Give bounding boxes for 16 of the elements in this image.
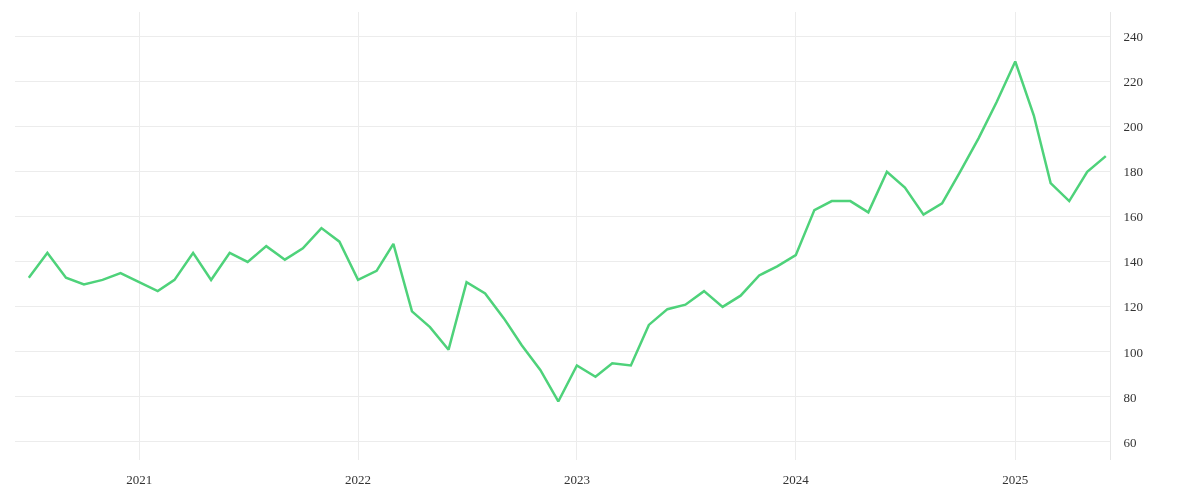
x-tick-label: 2023: [563, 472, 590, 487]
y-tick-label: 160: [1123, 209, 1144, 225]
y-tick-label: 80: [1123, 389, 1137, 405]
y-tick-label: 200: [1123, 119, 1144, 135]
y-tick-label: 240: [1123, 29, 1144, 45]
y-tick-label: 220: [1123, 74, 1144, 90]
y-tick-label: 140: [1123, 254, 1144, 270]
x-tick-label: 2025: [1002, 472, 1029, 487]
line-series: [27, 60, 1108, 403]
y-tick-label: 120: [1123, 299, 1144, 315]
y-tick-label: 100: [1123, 344, 1144, 360]
x-tick-label: 2022: [345, 472, 372, 487]
y-tick-label: 180: [1123, 164, 1144, 180]
x-tick-label: 2024: [782, 472, 810, 487]
y-tick-label: 60: [1123, 434, 1137, 450]
x-tick-label: 2021: [126, 472, 153, 487]
